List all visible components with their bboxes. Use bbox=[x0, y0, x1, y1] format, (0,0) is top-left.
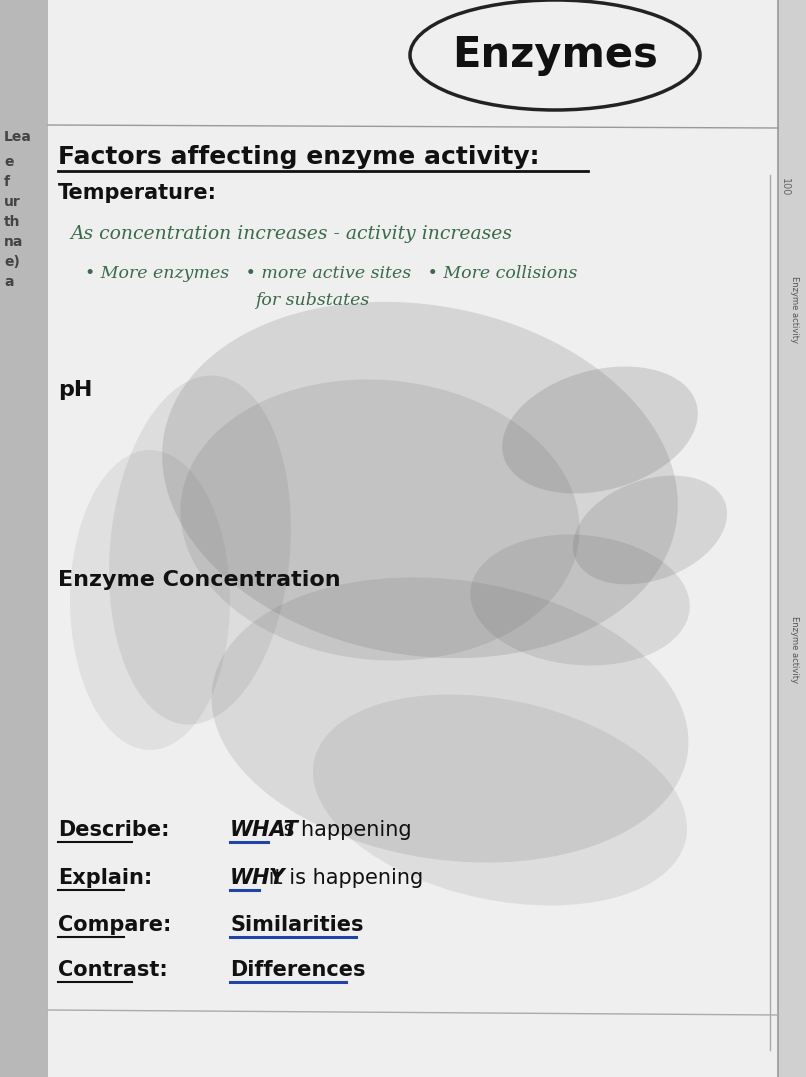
Text: 100: 100 bbox=[780, 178, 790, 196]
Ellipse shape bbox=[181, 379, 580, 660]
Text: th: th bbox=[4, 215, 20, 229]
Text: e): e) bbox=[4, 255, 20, 269]
Text: WHAT: WHAT bbox=[230, 820, 299, 840]
Text: Temperature:: Temperature: bbox=[58, 183, 217, 202]
Text: Enzyme activity: Enzyme activity bbox=[790, 277, 799, 344]
Text: Compare:: Compare: bbox=[58, 915, 172, 935]
FancyBboxPatch shape bbox=[48, 0, 778, 1077]
Text: ur: ur bbox=[4, 195, 21, 209]
Ellipse shape bbox=[211, 577, 688, 863]
Text: Factors affecting enzyme activity:: Factors affecting enzyme activity: bbox=[58, 145, 539, 169]
Text: for substates: for substates bbox=[255, 292, 369, 309]
Ellipse shape bbox=[502, 366, 698, 493]
Text: f: f bbox=[4, 174, 10, 188]
Text: Enzyme Concentration: Enzyme Concentration bbox=[58, 570, 341, 590]
Ellipse shape bbox=[70, 450, 230, 750]
Ellipse shape bbox=[573, 476, 727, 585]
Text: Enzymes: Enzymes bbox=[452, 34, 658, 76]
FancyBboxPatch shape bbox=[0, 0, 48, 1077]
Text: Contrast:: Contrast: bbox=[58, 960, 168, 980]
Ellipse shape bbox=[162, 302, 678, 658]
Text: Lea: Lea bbox=[4, 130, 32, 144]
Ellipse shape bbox=[410, 0, 700, 110]
Text: As concentration increases - activity increases: As concentration increases - activity in… bbox=[70, 225, 512, 243]
Text: is happening: is happening bbox=[271, 820, 412, 840]
Ellipse shape bbox=[109, 376, 291, 725]
Text: Differences: Differences bbox=[230, 960, 365, 980]
Text: • More enzymes   • more active sites   • More collisions: • More enzymes • more active sites • Mor… bbox=[85, 265, 577, 282]
Text: Enzyme activity: Enzyme activity bbox=[790, 616, 799, 684]
Text: na: na bbox=[4, 235, 23, 249]
Text: it is happening: it is happening bbox=[261, 868, 423, 889]
FancyBboxPatch shape bbox=[778, 0, 806, 1077]
Text: e: e bbox=[4, 155, 14, 169]
Text: Similarities: Similarities bbox=[230, 915, 364, 935]
Ellipse shape bbox=[313, 695, 687, 906]
Text: pH: pH bbox=[58, 380, 93, 400]
Ellipse shape bbox=[470, 534, 690, 666]
Text: a: a bbox=[4, 275, 14, 289]
Text: WHY: WHY bbox=[230, 868, 285, 889]
Text: Explain:: Explain: bbox=[58, 868, 152, 889]
Text: Describe:: Describe: bbox=[58, 820, 169, 840]
